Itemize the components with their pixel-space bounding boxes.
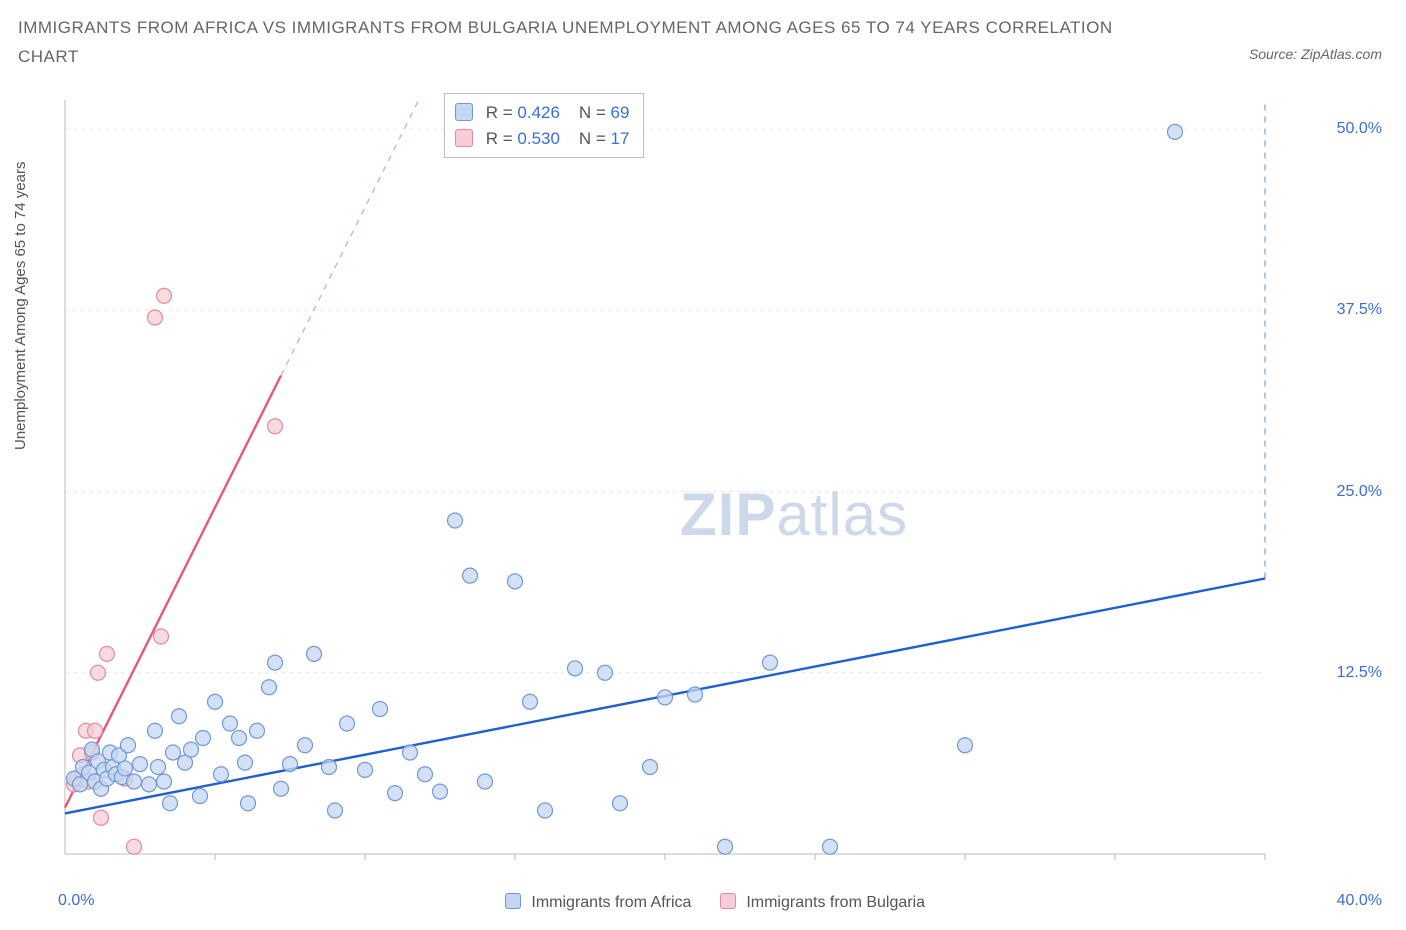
y-tick-label: 25.0% bbox=[1337, 483, 1382, 501]
legend-label: Immigrants from Bulgaria bbox=[746, 894, 925, 911]
y-tick-label: 50.0% bbox=[1337, 120, 1382, 138]
swatch-icon bbox=[505, 893, 521, 909]
chart-title: IMMIGRANTS FROM AFRICA VS IMMIGRANTS FRO… bbox=[18, 14, 1118, 72]
swatch-icon bbox=[455, 129, 473, 147]
x-tick-min: 0.0% bbox=[58, 892, 94, 910]
y-tick-label: 37.5% bbox=[1337, 301, 1382, 319]
swatch-icon bbox=[455, 103, 473, 121]
scatter-plot bbox=[55, 90, 1275, 870]
y-axis-label: Unemployment Among Ages 65 to 74 years bbox=[12, 161, 29, 450]
source-credit: Source: ZipAtlas.com bbox=[1249, 46, 1382, 62]
legend-label: Immigrants from Africa bbox=[531, 894, 691, 911]
y-tick-label: 12.5% bbox=[1337, 664, 1382, 682]
bottom-legend: Immigrants from Africa Immigrants from B… bbox=[0, 893, 1406, 912]
legend-row-bulgaria: R = 0.530 N = 17 bbox=[455, 126, 629, 152]
legend-row-africa: R = 0.426 N = 69 bbox=[455, 100, 629, 126]
swatch-icon bbox=[720, 893, 736, 909]
stats-legend: R = 0.426 N = 69 R = 0.530 N = 17 bbox=[444, 93, 644, 158]
x-tick-max: 40.0% bbox=[1337, 892, 1382, 910]
